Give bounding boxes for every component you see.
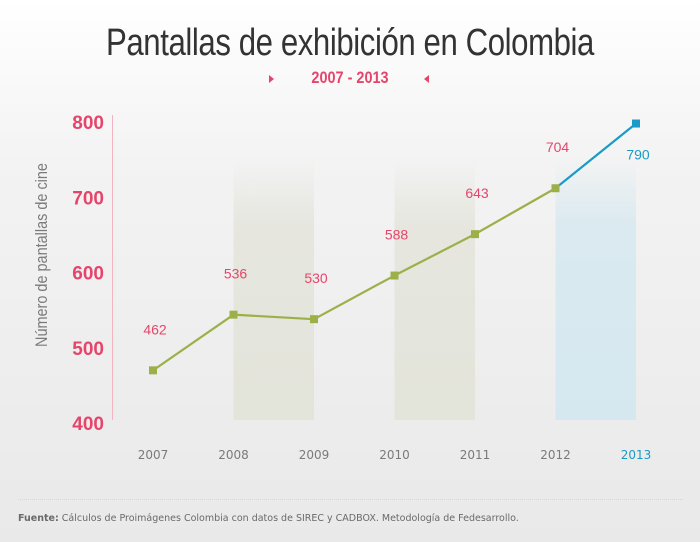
triangle-right-icon xyxy=(269,75,274,83)
x-tick-label: 2007 xyxy=(138,448,169,462)
line-chart: 400 500 600 700 800 2007 2008 2009 2010 2011 2012… xyxy=(72,113,652,462)
data-point-marker xyxy=(551,184,560,193)
y-tick-label: 600 xyxy=(72,264,104,285)
source-text: Cálculos de Proimágenes Colombia con dat… xyxy=(58,513,519,524)
data-label: 530 xyxy=(304,270,328,286)
y-tick-label: 700 xyxy=(72,188,104,209)
x-tick-label: 2011 xyxy=(460,448,491,462)
footer-divider xyxy=(18,499,683,500)
series-segment xyxy=(474,187,557,236)
source-label: Fuente: xyxy=(18,513,59,524)
series-segment xyxy=(554,122,637,190)
shaded-band-2010 xyxy=(394,160,475,420)
data-point-marker xyxy=(229,310,238,319)
data-point-marker xyxy=(310,315,318,324)
x-tick-label: 2008 xyxy=(218,448,249,462)
data-label: 643 xyxy=(465,185,489,201)
data-label: 704 xyxy=(546,139,570,155)
data-point-marker xyxy=(471,230,479,239)
series-segment xyxy=(313,274,396,321)
x-tick-label: 2010 xyxy=(379,448,410,462)
series-segment xyxy=(233,313,315,321)
data-point-marker xyxy=(149,366,157,375)
data-label: 536 xyxy=(224,266,248,282)
series-segment xyxy=(393,233,476,277)
data-label: 462 xyxy=(143,321,167,337)
triangle-left-icon xyxy=(424,75,429,83)
y-tick-label: 400 xyxy=(72,414,104,435)
subtitle-row: 2007 - 2013 xyxy=(0,68,700,90)
data-label: 790 xyxy=(626,147,650,163)
chart-subtitle: 2007 - 2013 xyxy=(311,68,389,87)
series-segment xyxy=(152,313,235,372)
x-tick-label: 2013 xyxy=(621,448,652,462)
source-note: Fuente: Cálculos de Proimágenes Colombia… xyxy=(18,513,519,524)
data-point-marker xyxy=(632,119,640,128)
shaded-band-2008 xyxy=(233,160,314,420)
y-tick-label: 800 xyxy=(72,113,104,134)
y-tick-label: 500 xyxy=(72,339,104,360)
shaded-band-2012 xyxy=(555,160,636,420)
x-tick-label: 2009 xyxy=(299,448,330,462)
data-label: 588 xyxy=(385,227,409,243)
x-tick-label: 2012 xyxy=(540,448,571,462)
chart-title: Pantallas de exhibición en Colombia xyxy=(105,22,594,64)
data-point-marker xyxy=(390,271,399,280)
